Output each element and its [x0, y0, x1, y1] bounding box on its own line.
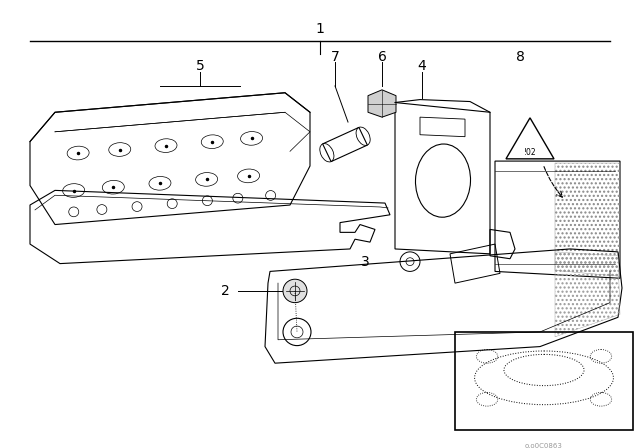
Text: 8: 8: [516, 50, 524, 64]
Text: 7: 7: [331, 50, 339, 64]
Text: 6: 6: [378, 50, 387, 64]
Bar: [455, 332, 633, 430]
Text: !02: !02: [524, 148, 536, 157]
Circle shape: [283, 279, 307, 303]
Text: 1: 1: [316, 22, 324, 36]
Text: 5: 5: [196, 60, 204, 73]
Text: 2: 2: [221, 284, 229, 298]
Text: o.o0C0863: o.o0C0863: [525, 443, 563, 448]
Text: 4: 4: [418, 60, 426, 73]
Text: 3: 3: [360, 254, 369, 269]
Polygon shape: [368, 90, 396, 117]
